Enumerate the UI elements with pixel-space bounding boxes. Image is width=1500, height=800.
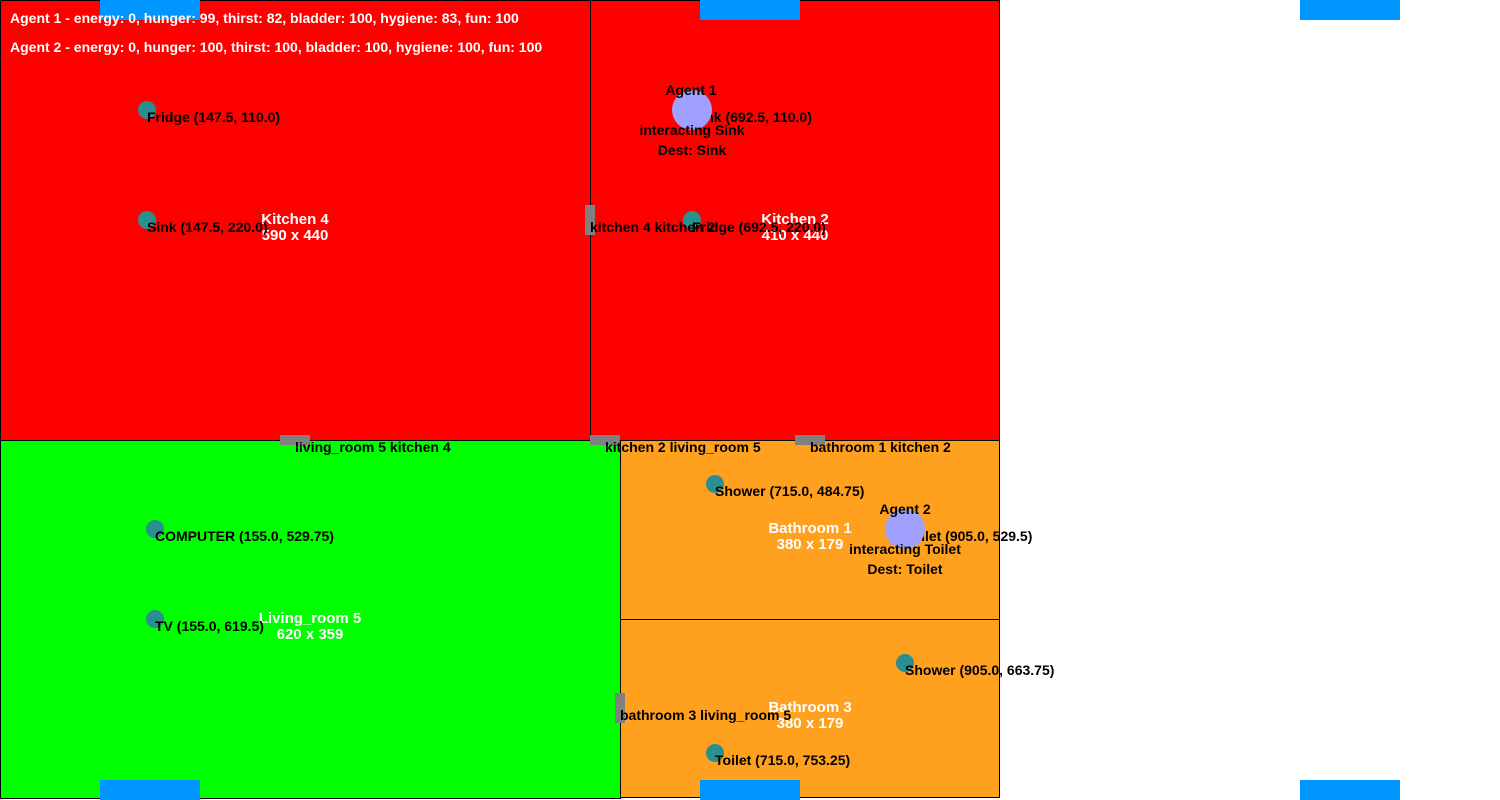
- shower-object-bathroom1[interactable]: [706, 475, 724, 493]
- door-label-kitchen4-kitchen2: kitchen 4 kitchen 2: [590, 219, 716, 235]
- agent-2-status: Agent 2 - energy: 0, hunger: 100, thirst…: [10, 39, 543, 55]
- window-bottom-3: [1300, 780, 1400, 800]
- agent-2-action: interacting Toilet: [849, 541, 961, 557]
- agent-1-destination: Dest: Sink: [657, 142, 727, 158]
- window-bottom-1: [100, 780, 200, 800]
- door-label-kitchen2-livingroom5: kitchen 2 living_room 5: [605, 439, 761, 455]
- door-label-bathroom3-livingroom5: bathroom 3 living_room 5: [620, 707, 792, 723]
- room-size: 590 x 440: [261, 227, 329, 244]
- computer-object[interactable]: [146, 520, 164, 538]
- room-living-room-5: [0, 440, 621, 799]
- room-size: 380 x 179: [776, 715, 844, 732]
- room-size: 410 x 440: [761, 227, 829, 244]
- room-name: Bathroom 1: [768, 520, 852, 537]
- fridge-object-kitchen2[interactable]: [683, 211, 701, 229]
- agent-1-action: interacting Sink: [639, 122, 745, 138]
- agent-1-name: Agent 1: [665, 82, 717, 98]
- tv-object[interactable]: [146, 610, 164, 628]
- agent-2-destination: Dest: Toilet: [867, 561, 943, 577]
- room-bathroom-3: [620, 619, 1000, 798]
- sink-label-kitchen4: Sink (147.5, 220.0): [147, 219, 268, 235]
- toilet-label-bathroom1: Toilet (905.0, 529.5): [905, 528, 1033, 544]
- door-kitchen2-livingroom5[interactable]: [590, 435, 620, 445]
- shower-object-bathroom3[interactable]: [896, 654, 914, 672]
- fridge-label-kitchen4: Fridge (147.5, 110.0): [147, 109, 281, 125]
- room-kitchen-2: [590, 0, 1000, 441]
- room-name: Kitchen 4: [261, 211, 329, 228]
- tv-label: TV (155.0, 619.5): [155, 618, 264, 634]
- agent-1-status: Agent 1 - energy: 0, hunger: 99, thirst:…: [10, 10, 519, 26]
- computer-label: COMPUTER (155.0, 529.75): [155, 528, 334, 544]
- door-label-bathroom1-kitchen2: bathroom 1 kitchen 2: [810, 439, 951, 455]
- door-livingroom5-kitchen4[interactable]: [280, 435, 310, 445]
- room-name: Bathroom 3: [768, 699, 852, 716]
- window-top-2: [700, 0, 800, 20]
- sink-label-kitchen2: Sink (692.5, 110.0): [692, 109, 812, 125]
- shower-label-bathroom1: Shower (715.0, 484.75): [715, 483, 865, 499]
- room-name: Living_room 5: [258, 610, 362, 627]
- shower-label-bathroom3: Shower (905.0, 663.75): [905, 662, 1055, 678]
- window-top-1: [100, 0, 200, 20]
- door-bathroom1-kitchen2[interactable]: [795, 435, 825, 445]
- window-top-3: [1300, 0, 1400, 20]
- room-name: Kitchen 2: [761, 211, 829, 228]
- room-bathroom-1: [620, 440, 1000, 620]
- sink-object-kitchen4[interactable]: [138, 211, 156, 229]
- agent-2-name: Agent 2: [879, 501, 931, 517]
- room-label-kitchen-4: Kitchen 4 590 x 440: [261, 212, 329, 244]
- fridge-object-kitchen4[interactable]: [138, 101, 156, 119]
- door-bathroom3-livingroom5[interactable]: [615, 693, 625, 723]
- window-bottom-2: [700, 780, 800, 800]
- room-label-kitchen-2: Kitchen 2 410 x 440: [761, 212, 829, 244]
- door-label-livingroom5-kitchen4: living_room 5 kitchen 4: [295, 439, 451, 455]
- room-size: 380 x 179: [776, 536, 844, 553]
- room-label-living-room-5: Living_room 5 620 x 359: [259, 611, 362, 643]
- room-size: 620 x 359: [276, 626, 344, 643]
- room-label-bathroom-3: Bathroom 3 380 x 179: [768, 700, 851, 732]
- toilet-label-bathroom3: Toilet (715.0, 753.25): [715, 752, 851, 768]
- agent-2-avatar[interactable]: [885, 509, 925, 549]
- door-kitchen4-kitchen2[interactable]: [585, 205, 595, 235]
- toilet-object-bathroom3[interactable]: [706, 744, 724, 762]
- room-kitchen-4: [0, 0, 591, 441]
- room-label-bathroom-1: Bathroom 1 380 x 179: [768, 521, 851, 553]
- agent-1-avatar[interactable]: [672, 90, 712, 130]
- fridge-label-kitchen2: Fridge (692.5, 220.0): [692, 219, 826, 235]
